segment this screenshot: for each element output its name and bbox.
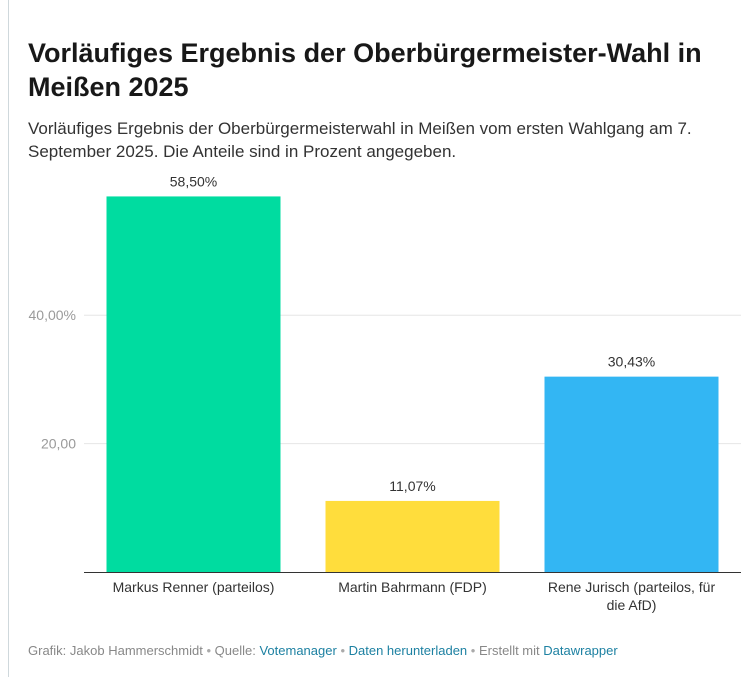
chart-footer: Grafik: Jakob Hammerschmidt • Quelle: Vo…	[28, 643, 618, 658]
x-tick-label: die AfD)	[607, 597, 657, 613]
bar-chart: 20,00 40,00% 58,50% Markus Renner (parteilo…	[29, 173, 741, 613]
x-tick-label: Rene Jurisch (parteilos, für	[548, 579, 716, 595]
footer-separator: •	[470, 643, 476, 658]
bar-value-label: 11,07%	[389, 478, 435, 494]
download-data-link[interactable]: Daten herunterladen	[348, 643, 468, 658]
footer-separator: •	[206, 643, 212, 658]
y-tick-label: 40,00%	[29, 307, 76, 323]
bar-value-label: 30,43%	[608, 354, 655, 370]
footer-source-label: Quelle:	[214, 643, 256, 658]
y-tick-label: 20,00	[41, 436, 76, 452]
bar	[106, 196, 281, 572]
x-tick-label: Markus Renner (parteilos)	[113, 579, 275, 595]
x-tick-label: Martin Bahrmann (FDP)	[338, 579, 487, 595]
bar-value-label: 58,50%	[170, 173, 217, 189]
footer-made-with: Erstellt mit	[478, 643, 540, 658]
labels: 20,00 40,00% 58,50% Markus Renner (parteilo…	[29, 173, 716, 613]
chart-subtitle: Vorläufiges Ergebnis der Oberbürgermeist…	[28, 119, 692, 161]
datawrapper-link[interactable]: Datawrapper	[543, 643, 618, 658]
frame-border	[8, 0, 9, 677]
footer-credit: Grafik: Jakob Hammerschmidt	[28, 643, 203, 658]
bars	[106, 196, 719, 572]
footer-separator: •	[340, 643, 345, 658]
source-link[interactable]: Votemanager	[259, 643, 337, 658]
bar	[544, 376, 719, 572]
chart-title: Vorläufiges Ergebnis der Oberbürgermeist…	[28, 38, 702, 102]
bar	[325, 500, 500, 572]
